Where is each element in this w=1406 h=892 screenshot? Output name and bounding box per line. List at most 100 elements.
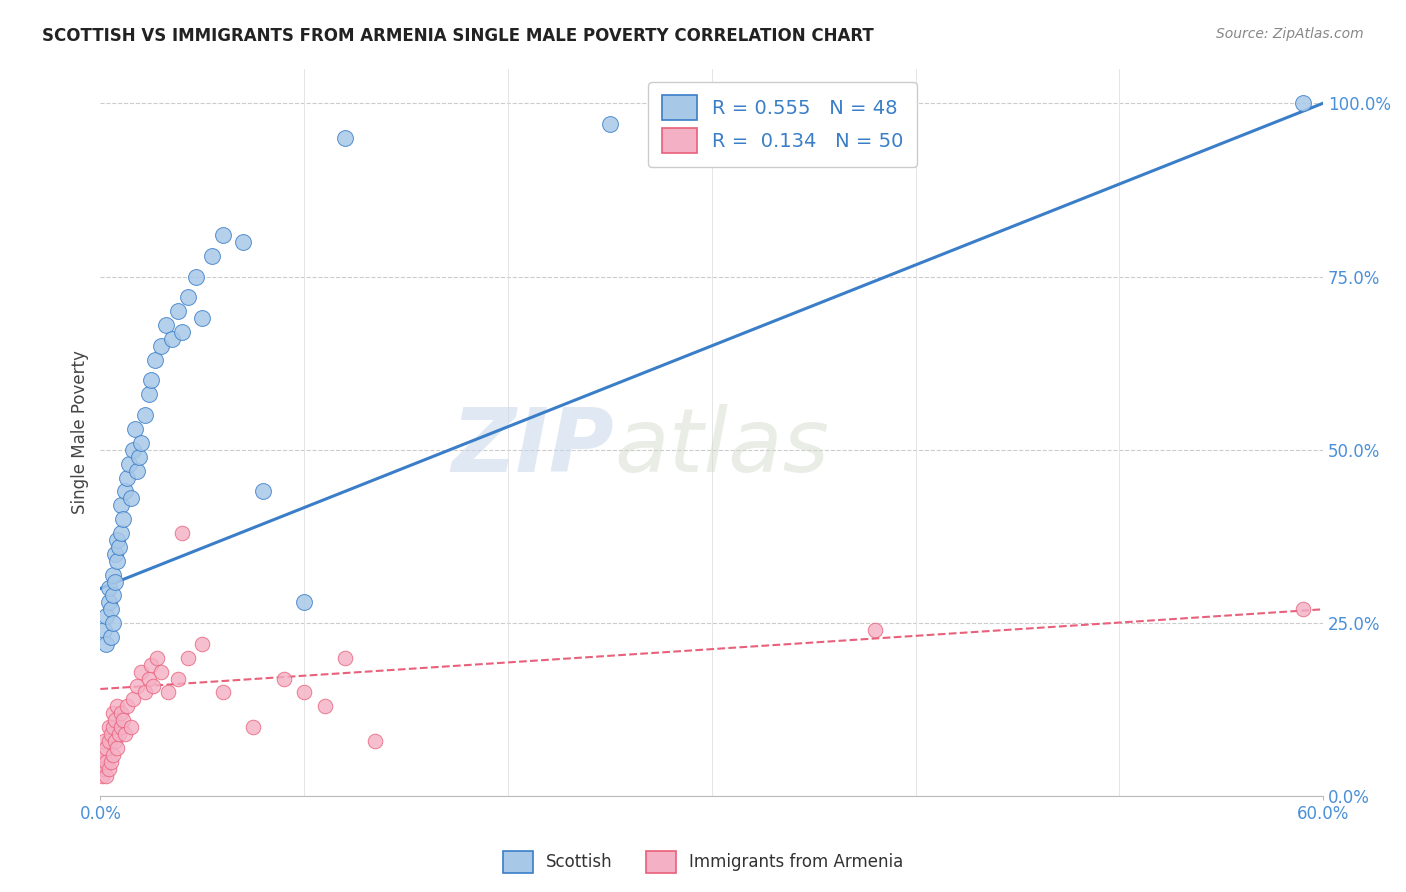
Point	[110, 526, 132, 541]
Y-axis label: Single Male Poverty: Single Male Poverty	[72, 351, 89, 515]
Point	[599, 117, 621, 131]
Point	[138, 387, 160, 401]
Point	[105, 533, 128, 547]
Point	[1292, 96, 1315, 111]
Point	[97, 734, 120, 748]
Point	[155, 318, 177, 332]
Point	[93, 747, 115, 762]
Point	[104, 547, 127, 561]
Legend: Scottish, Immigrants from Armenia: Scottish, Immigrants from Armenia	[496, 845, 910, 880]
Point	[242, 720, 264, 734]
Point	[333, 131, 356, 145]
Point	[314, 699, 336, 714]
Point	[150, 339, 173, 353]
Point	[107, 727, 129, 741]
Point	[170, 526, 193, 541]
Point	[125, 464, 148, 478]
Point	[1292, 602, 1315, 616]
Point	[138, 672, 160, 686]
Point	[128, 450, 150, 464]
Point	[134, 685, 156, 699]
Point	[863, 623, 886, 637]
Point	[122, 692, 145, 706]
Point	[104, 734, 127, 748]
Point	[863, 124, 886, 138]
Point	[110, 498, 132, 512]
Point	[114, 484, 136, 499]
Point	[105, 740, 128, 755]
Point	[145, 352, 167, 367]
Point	[111, 713, 134, 727]
Point	[101, 616, 124, 631]
Point	[150, 665, 173, 679]
Point	[101, 588, 124, 602]
Point	[333, 650, 356, 665]
Point	[191, 637, 214, 651]
Point	[96, 755, 118, 769]
Point	[141, 374, 163, 388]
Point	[101, 706, 124, 721]
Point	[93, 623, 115, 637]
Point	[100, 727, 122, 741]
Point	[142, 679, 165, 693]
Point	[134, 408, 156, 422]
Point	[166, 304, 188, 318]
Point	[252, 484, 274, 499]
Point	[104, 574, 127, 589]
Point	[96, 637, 118, 651]
Point	[96, 740, 118, 755]
Point	[110, 720, 132, 734]
Point	[292, 595, 315, 609]
Point	[101, 567, 124, 582]
Point	[101, 720, 124, 734]
Point	[232, 235, 254, 249]
Point	[114, 727, 136, 741]
Point	[97, 595, 120, 609]
Point	[105, 554, 128, 568]
Point	[91, 755, 114, 769]
Point	[201, 249, 224, 263]
Point	[122, 442, 145, 457]
Point	[96, 769, 118, 783]
Point	[97, 582, 120, 596]
Point	[96, 609, 118, 624]
Point	[125, 679, 148, 693]
Point	[156, 685, 179, 699]
Point	[97, 720, 120, 734]
Point	[146, 650, 169, 665]
Point	[105, 699, 128, 714]
Point	[191, 311, 214, 326]
Point	[184, 269, 207, 284]
Point	[160, 332, 183, 346]
Text: SCOTTISH VS IMMIGRANTS FROM ARMENIA SINGLE MALE POVERTY CORRELATION CHART: SCOTTISH VS IMMIGRANTS FROM ARMENIA SING…	[42, 27, 875, 45]
Point	[124, 422, 146, 436]
Point	[292, 685, 315, 699]
Point	[107, 540, 129, 554]
Point	[129, 665, 152, 679]
Point	[110, 706, 132, 721]
Point	[141, 657, 163, 672]
Point	[115, 470, 138, 484]
Point	[100, 755, 122, 769]
Point	[97, 762, 120, 776]
Point	[101, 747, 124, 762]
Point	[120, 491, 142, 506]
Point	[211, 685, 233, 699]
Point	[115, 699, 138, 714]
Text: Source: ZipAtlas.com: Source: ZipAtlas.com	[1216, 27, 1364, 41]
Point	[364, 734, 387, 748]
Legend: R = 0.555   N = 48, R =  0.134   N = 50: R = 0.555 N = 48, R = 0.134 N = 50	[648, 82, 917, 167]
Point	[91, 769, 114, 783]
Point	[104, 713, 127, 727]
Point	[273, 672, 295, 686]
Point	[170, 325, 193, 339]
Point	[120, 720, 142, 734]
Point	[129, 436, 152, 450]
Point	[111, 512, 134, 526]
Text: ZIP: ZIP	[451, 403, 614, 491]
Text: atlas: atlas	[614, 404, 828, 490]
Point	[211, 227, 233, 242]
Point	[100, 602, 122, 616]
Point	[177, 290, 200, 304]
Point	[177, 650, 200, 665]
